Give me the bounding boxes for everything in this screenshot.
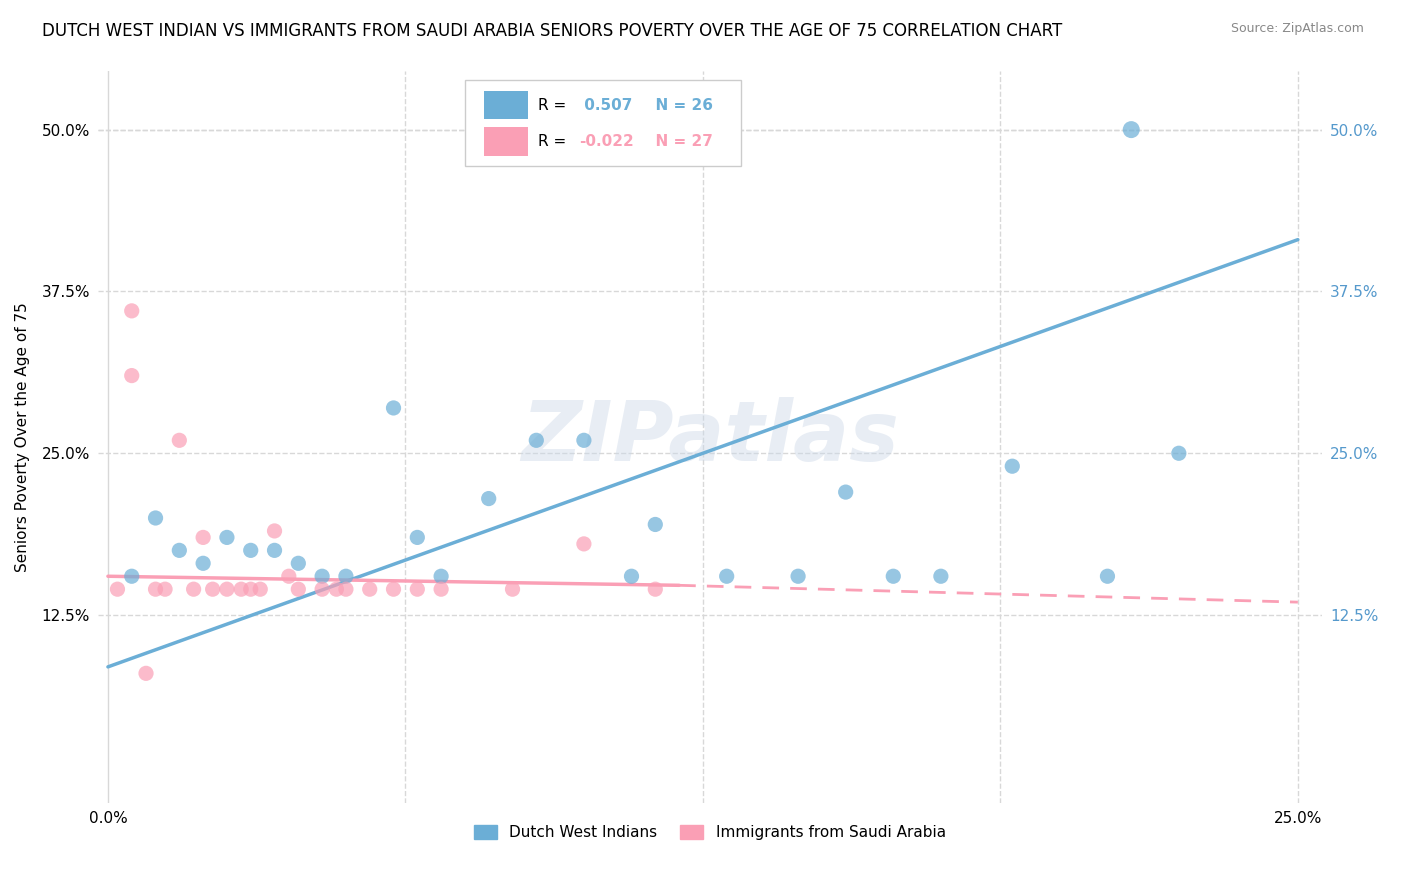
Text: N = 27: N = 27	[645, 134, 713, 149]
Point	[1097, 569, 1119, 583]
Point	[145, 511, 167, 525]
Point	[524, 434, 547, 448]
Point	[1167, 446, 1189, 460]
Point	[239, 543, 262, 558]
Point	[1121, 122, 1143, 136]
Point	[215, 530, 238, 544]
Point	[311, 569, 333, 583]
Point	[169, 434, 191, 448]
Point	[191, 557, 214, 571]
Bar	[484, 128, 527, 156]
Text: R =: R =	[537, 134, 571, 149]
Point	[787, 569, 810, 583]
Point	[153, 582, 176, 597]
Point	[287, 557, 309, 571]
Point	[644, 582, 666, 597]
Point	[430, 582, 453, 597]
Point	[406, 582, 429, 597]
Point	[121, 569, 143, 583]
Text: R =: R =	[537, 97, 571, 112]
Point	[145, 582, 167, 597]
Point	[406, 530, 429, 544]
Point	[121, 303, 143, 318]
Point	[929, 569, 952, 583]
Point	[382, 401, 405, 415]
Point	[335, 569, 357, 583]
Point	[834, 485, 856, 500]
Point	[201, 582, 224, 597]
Point	[325, 582, 347, 597]
FancyBboxPatch shape	[465, 80, 741, 167]
Point	[277, 569, 299, 583]
Point	[716, 569, 738, 583]
Point	[430, 569, 453, 583]
Text: 0.507: 0.507	[579, 97, 633, 112]
Point	[572, 434, 595, 448]
Point	[121, 368, 143, 383]
Point	[249, 582, 271, 597]
Text: Source: ZipAtlas.com: Source: ZipAtlas.com	[1230, 22, 1364, 36]
Point	[135, 666, 157, 681]
Point	[239, 582, 262, 597]
Point	[359, 582, 381, 597]
Point	[335, 582, 357, 597]
Point	[183, 582, 205, 597]
Point	[882, 569, 904, 583]
Point	[169, 543, 191, 558]
Point	[502, 582, 524, 597]
Legend: Dutch West Indians, Immigrants from Saudi Arabia: Dutch West Indians, Immigrants from Saud…	[468, 819, 952, 847]
Point	[478, 491, 501, 506]
Text: N = 26: N = 26	[645, 97, 713, 112]
Point	[263, 543, 285, 558]
Point	[1001, 459, 1024, 474]
Point	[382, 582, 405, 597]
Text: -0.022: -0.022	[579, 134, 634, 149]
Point	[287, 582, 309, 597]
Point	[620, 569, 643, 583]
Point	[215, 582, 238, 597]
Y-axis label: Seniors Poverty Over the Age of 75: Seniors Poverty Over the Age of 75	[15, 302, 31, 572]
Text: ZIPatlas: ZIPatlas	[522, 397, 898, 477]
Point	[231, 582, 253, 597]
Point	[107, 582, 129, 597]
Point	[191, 530, 214, 544]
Point	[644, 517, 666, 532]
Text: DUTCH WEST INDIAN VS IMMIGRANTS FROM SAUDI ARABIA SENIORS POVERTY OVER THE AGE O: DUTCH WEST INDIAN VS IMMIGRANTS FROM SAU…	[42, 22, 1063, 40]
Bar	[484, 91, 527, 120]
Point	[572, 537, 595, 551]
Point	[263, 524, 285, 538]
Point	[311, 582, 333, 597]
